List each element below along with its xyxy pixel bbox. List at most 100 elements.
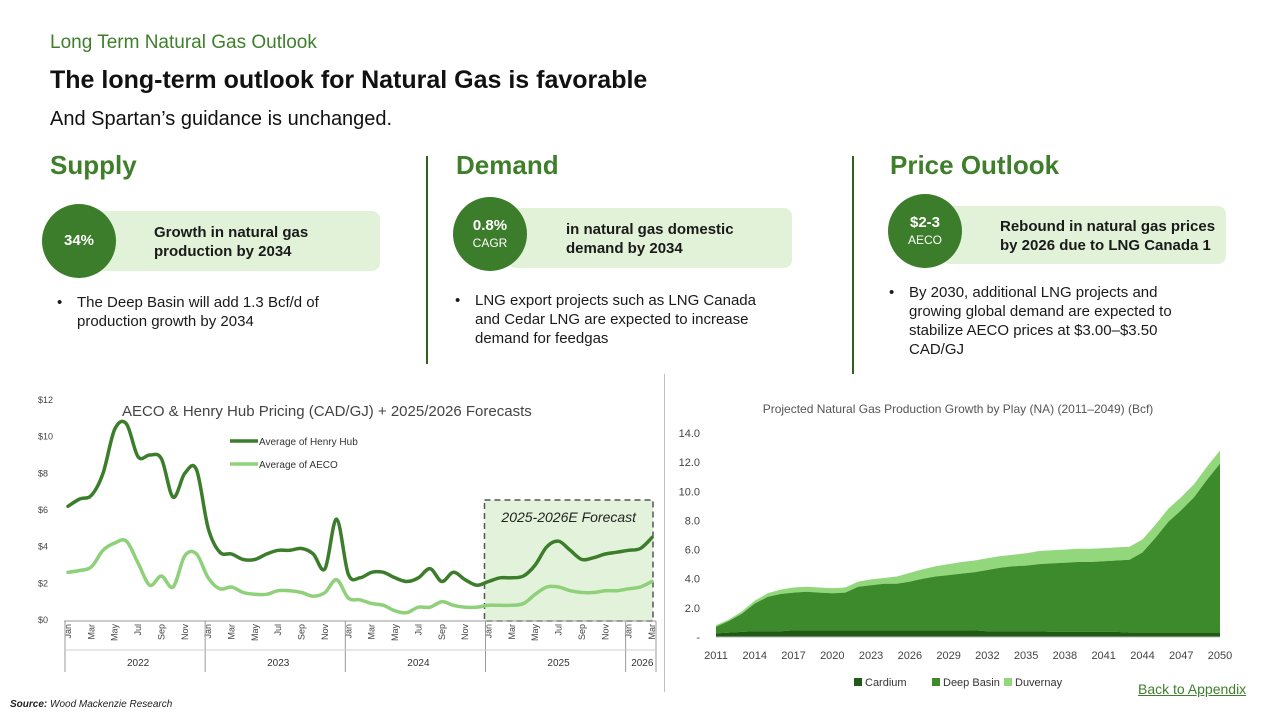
x-tick-label: Jul bbox=[554, 624, 564, 636]
x-tick-label: 2038 bbox=[1053, 650, 1077, 662]
forecast-region bbox=[483, 499, 654, 622]
y-tick-label: 14.0 bbox=[679, 428, 700, 440]
back-to-appendix-link[interactable]: Back to Appendix bbox=[1138, 681, 1247, 697]
supply-stat-pill: Growth in natural gas production by 2034 bbox=[96, 211, 380, 271]
legend-label: Average of AECO bbox=[259, 460, 338, 471]
x-tick-label: 2047 bbox=[1169, 650, 1193, 662]
legend-swatch bbox=[854, 678, 862, 686]
year-label: 2022 bbox=[127, 658, 150, 669]
column-divider bbox=[426, 156, 428, 364]
demand-pill-line-2: demand by 2034 bbox=[566, 240, 683, 257]
y-tick-label: $12 bbox=[38, 395, 53, 405]
price-bullet: • By 2030, additional LNG projects and g… bbox=[889, 283, 1249, 363]
henry-hub-line bbox=[66, 419, 654, 587]
column-divider bbox=[852, 156, 854, 374]
x-tick-label: Jan bbox=[483, 624, 493, 639]
supply-bullet: • The Deep Basin will add 1.3 Bcf/d of p… bbox=[57, 293, 397, 333]
production-area-chart: Projected Natural Gas Production Growth … bbox=[679, 402, 1233, 689]
x-tick-label: May bbox=[530, 624, 540, 642]
chart-separator bbox=[664, 374, 665, 692]
legend-label: Duvernay bbox=[1015, 677, 1063, 689]
page-subtitle: And Spartan’s guidance is unchanged. bbox=[50, 108, 393, 130]
y-tick-label: $0 bbox=[38, 615, 48, 625]
x-tick-label: 2011 bbox=[704, 650, 728, 662]
forecast-label: 2025-2026E Forecast bbox=[500, 509, 637, 525]
price-bullet-line-4: CAD/GJ bbox=[909, 341, 965, 358]
bullet-marker: • bbox=[57, 294, 63, 311]
source-text: Wood Mackenzie Research bbox=[47, 699, 173, 710]
supply-stat-value: 34% bbox=[63, 232, 95, 249]
deep-basin-area bbox=[716, 463, 1220, 634]
price-stat-pill: Rebound in natural gas prices by 2026 du… bbox=[942, 206, 1226, 264]
y-tick-label: 12.0 bbox=[679, 457, 700, 469]
x-tick-label: Jan bbox=[63, 624, 73, 639]
y-tick-label: 8.0 bbox=[685, 515, 700, 527]
page-title: The long-term outlook for Natural Gas is… bbox=[50, 66, 648, 94]
supply-stat-circle: 34% bbox=[42, 204, 116, 278]
chart-title: AECO & Henry Hub Pricing (CAD/GJ) + 2025… bbox=[122, 403, 532, 420]
demand-bullet-line-2: and Cedar LNG are expected to increase bbox=[475, 311, 749, 328]
price-stat-value: $2-3 bbox=[909, 214, 941, 231]
chart-title: Projected Natural Gas Production Growth … bbox=[763, 402, 1154, 416]
x-tick-label: Nov bbox=[600, 624, 610, 641]
source-label: Source: bbox=[10, 699, 48, 710]
y-tick-label: 10.0 bbox=[679, 486, 700, 498]
cardium-area bbox=[716, 630, 1220, 637]
demand-stat-circle: 0.8% CAGR bbox=[453, 197, 527, 271]
year-label: 2023 bbox=[267, 658, 290, 669]
y-tick-label: $2 bbox=[38, 578, 48, 588]
x-tick-label: Mar bbox=[86, 624, 96, 640]
supply-title: Supply bbox=[50, 150, 137, 180]
x-tick-label: Nov bbox=[180, 624, 190, 641]
x-tick-label: 2044 bbox=[1130, 650, 1154, 662]
demand-bullet-line-1: LNG export projects such as LNG Canada bbox=[475, 292, 756, 309]
x-tick-label: May bbox=[110, 624, 120, 642]
y-tick-label: - bbox=[696, 632, 700, 644]
x-tick-label: Sep bbox=[437, 624, 447, 640]
price-bullet-line-1: By 2030, additional LNG projects and bbox=[909, 284, 1158, 301]
demand-stat-unit: CAGR bbox=[472, 236, 508, 250]
x-tick-label: Jul bbox=[413, 624, 423, 636]
x-tick-label: 2023 bbox=[859, 650, 883, 662]
page-kicker: Long Term Natural Gas Outlook bbox=[50, 32, 317, 53]
demand-stat-value: 0.8% bbox=[472, 217, 508, 234]
y-tick-label: 4.0 bbox=[685, 574, 700, 586]
x-tick-label: Jan bbox=[624, 624, 634, 639]
x-tick-label: 2050 bbox=[1208, 650, 1232, 662]
legend-swatch bbox=[1004, 678, 1012, 686]
x-tick-label: Mar bbox=[227, 624, 237, 640]
price-pill-line-1: Rebound in natural gas prices bbox=[1000, 218, 1216, 235]
legend-label: Average of Henry Hub bbox=[259, 437, 358, 448]
y-tick-label: 2.0 bbox=[685, 603, 700, 615]
pricing-line-chart: 2025-2026E Forecast AECO & Henry Hub Pric… bbox=[38, 395, 657, 672]
x-tick-label: 2020 bbox=[820, 650, 844, 662]
supply-bullet-line-1: The Deep Basin will add 1.3 Bcf/d of bbox=[77, 294, 319, 311]
y-tick-label: $8 bbox=[38, 468, 48, 478]
demand-bullet: • LNG export projects such as LNG Canada… bbox=[455, 291, 815, 351]
x-tick-label: 2017 bbox=[781, 650, 805, 662]
x-tick-label: Jul bbox=[133, 624, 143, 636]
x-tick-label: 2026 bbox=[898, 650, 922, 662]
x-tick-label: 2014 bbox=[743, 650, 767, 662]
demand-bullet-line-3: demand for feedgas bbox=[475, 330, 609, 347]
bullet-marker: • bbox=[889, 284, 895, 301]
price-pill-line-2: by 2026 due to LNG Canada 1 bbox=[1000, 237, 1211, 254]
price-bullet-line-3: stabilize AECO prices at $3.00–$3.50 bbox=[909, 322, 1158, 339]
x-tick-label: Jan bbox=[203, 624, 213, 639]
source-note: Source: Wood Mackenzie Research bbox=[10, 699, 172, 710]
price-stat-circle: $2-3 AECO bbox=[888, 194, 962, 268]
year-label: 2026 bbox=[631, 658, 654, 669]
demand-stat-pill: in natural gas domestic demand by 2034 bbox=[508, 208, 792, 268]
x-tick-label: Mar bbox=[647, 624, 657, 640]
price-bullet-line-2: growing global demand are expected to bbox=[909, 303, 1172, 320]
x-tick-label: Jan bbox=[343, 624, 353, 639]
x-tick-label: Jul bbox=[273, 624, 283, 636]
x-tick-label: 2035 bbox=[1014, 650, 1038, 662]
y-tick-label: $6 bbox=[38, 505, 48, 515]
x-tick-label: Sep bbox=[297, 624, 307, 640]
x-tick-label: May bbox=[390, 624, 400, 642]
demand-title: Demand bbox=[456, 150, 559, 180]
legend-label: Deep Basin bbox=[943, 677, 1000, 689]
demand-pill-line-1: in natural gas domestic bbox=[566, 221, 734, 238]
supply-pill-line-1: Growth in natural gas bbox=[154, 224, 309, 241]
